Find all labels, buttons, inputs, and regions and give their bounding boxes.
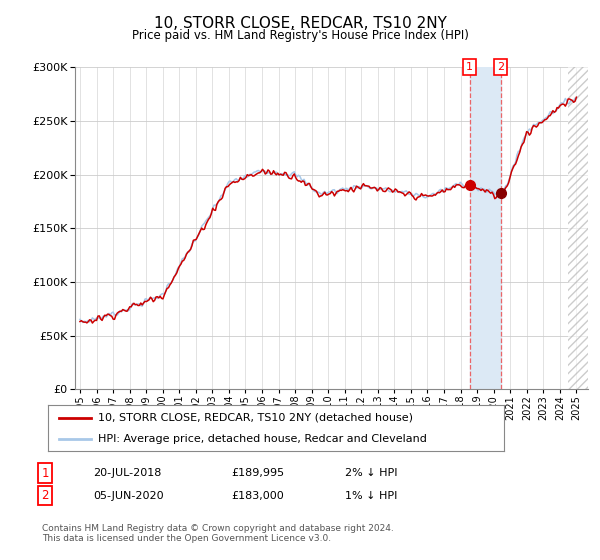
Bar [470, 67, 500, 389]
Text: Contains HM Land Registry data © Crown copyright and database right 2024.
This d: Contains HM Land Registry data © Crown c… [42, 524, 394, 543]
Text: 1% ↓ HPI: 1% ↓ HPI [345, 491, 397, 501]
Text: 20-JUL-2018: 20-JUL-2018 [93, 468, 161, 478]
Text: 2% ↓ HPI: 2% ↓ HPI [345, 468, 398, 478]
Text: 10, STORR CLOSE, REDCAR, TS10 2NY: 10, STORR CLOSE, REDCAR, TS10 2NY [154, 16, 446, 31]
Text: £183,000: £183,000 [231, 491, 284, 501]
Text: 1: 1 [41, 466, 49, 480]
Bar [568, 67, 588, 389]
Text: £189,995: £189,995 [231, 468, 284, 478]
Text: 10, STORR CLOSE, REDCAR, TS10 2NY (detached house): 10, STORR CLOSE, REDCAR, TS10 2NY (detac… [98, 413, 413, 423]
Text: 2: 2 [497, 62, 504, 72]
Text: 1: 1 [466, 62, 473, 72]
Text: HPI: Average price, detached house, Redcar and Cleveland: HPI: Average price, detached house, Redc… [98, 435, 427, 444]
Text: 05-JUN-2020: 05-JUN-2020 [93, 491, 164, 501]
Text: Price paid vs. HM Land Registry's House Price Index (HPI): Price paid vs. HM Land Registry's House … [131, 29, 469, 42]
Text: 2: 2 [41, 489, 49, 502]
